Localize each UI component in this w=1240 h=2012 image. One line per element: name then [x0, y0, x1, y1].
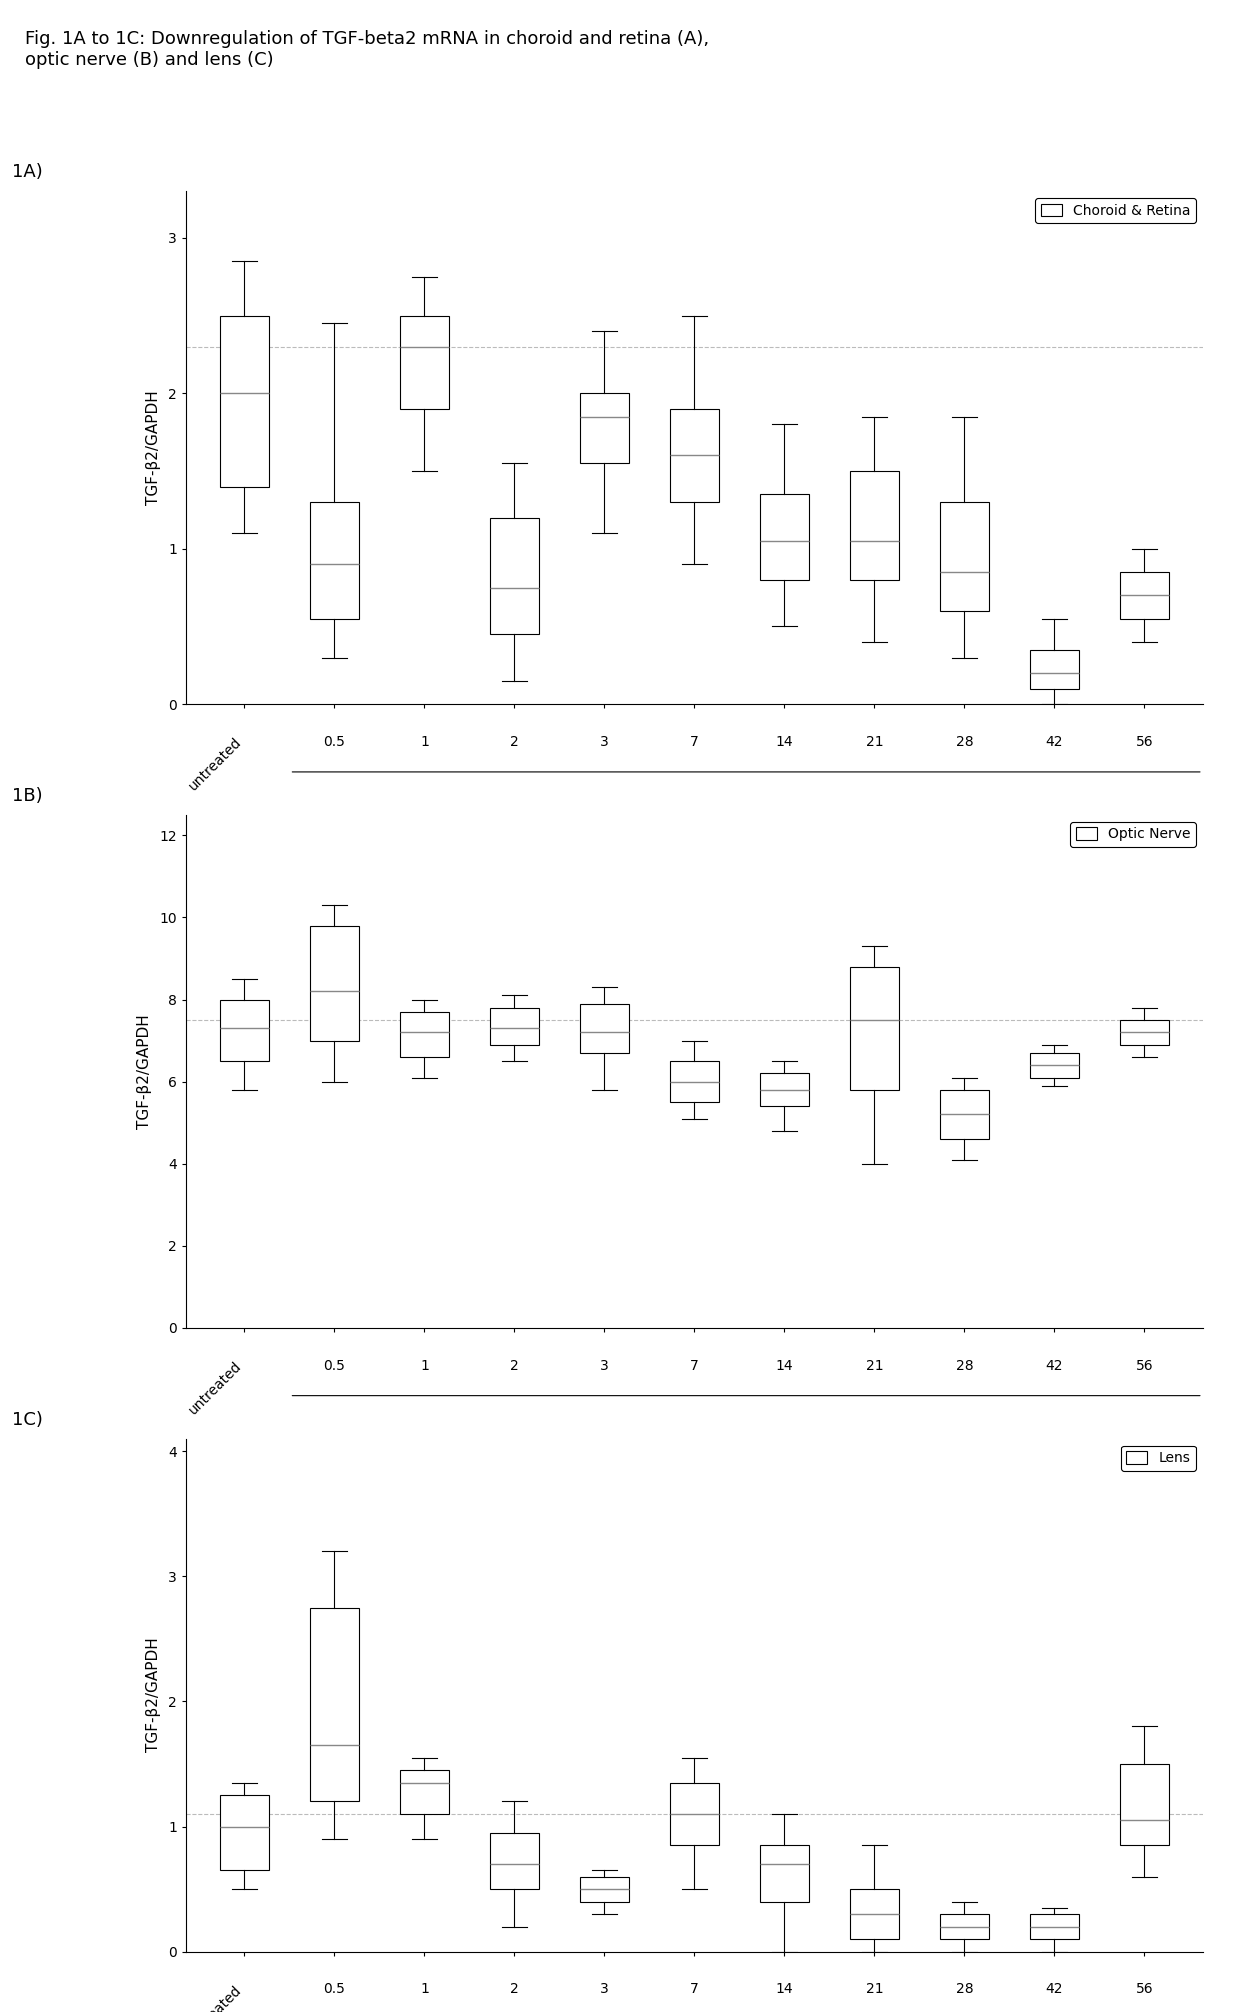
PathPatch shape: [760, 1074, 810, 1107]
Text: 56: 56: [1136, 1358, 1153, 1372]
PathPatch shape: [399, 316, 449, 408]
Text: 56: 56: [1136, 1982, 1153, 1996]
Legend: Choroid & Retina: Choroid & Retina: [1035, 197, 1195, 223]
PathPatch shape: [760, 495, 810, 579]
PathPatch shape: [579, 392, 629, 463]
PathPatch shape: [579, 1877, 629, 1901]
PathPatch shape: [310, 1608, 360, 1801]
Text: 3: 3: [600, 1982, 609, 1996]
Legend: Lens: Lens: [1121, 1445, 1195, 1471]
PathPatch shape: [1120, 1020, 1169, 1044]
PathPatch shape: [670, 1060, 719, 1103]
Text: 1C): 1C): [12, 1410, 43, 1429]
PathPatch shape: [760, 1845, 810, 1901]
Text: 7: 7: [689, 1982, 699, 1996]
Text: Time after ISTH0036 administration [day]: Time after ISTH0036 administration [day]: [587, 1445, 905, 1461]
PathPatch shape: [1029, 1913, 1079, 1940]
PathPatch shape: [1029, 650, 1079, 688]
Text: untreated: untreated: [186, 1358, 244, 1416]
PathPatch shape: [399, 1012, 449, 1056]
Text: 42: 42: [1045, 734, 1063, 748]
Text: 21: 21: [866, 734, 883, 748]
Text: 0.5: 0.5: [324, 1358, 346, 1372]
PathPatch shape: [670, 1783, 719, 1845]
Text: 2: 2: [510, 1358, 518, 1372]
Text: 7: 7: [689, 734, 699, 748]
Text: 28: 28: [956, 1358, 973, 1372]
Legend: Optic Nerve: Optic Nerve: [1070, 821, 1195, 847]
Text: 1: 1: [420, 1358, 429, 1372]
Y-axis label: TGF-β2/GAPDH: TGF-β2/GAPDH: [138, 1014, 153, 1129]
PathPatch shape: [849, 1889, 899, 1940]
PathPatch shape: [310, 503, 360, 620]
Text: 2: 2: [510, 734, 518, 748]
PathPatch shape: [219, 1000, 269, 1060]
Text: 1A): 1A): [12, 163, 43, 181]
Text: Fig. 1A to 1C: Downregulation of TGF-beta2 mRNA in choroid and retina (A),
optic: Fig. 1A to 1C: Downregulation of TGF-bet…: [25, 30, 709, 68]
PathPatch shape: [1120, 571, 1169, 620]
Text: 1B): 1B): [12, 787, 43, 805]
Text: 56: 56: [1136, 734, 1153, 748]
Text: 7: 7: [689, 1358, 699, 1372]
Text: 14: 14: [775, 1358, 794, 1372]
PathPatch shape: [399, 1771, 449, 1815]
Y-axis label: TGF-β2/GAPDH: TGF-β2/GAPDH: [146, 1638, 161, 1752]
Text: 14: 14: [775, 734, 794, 748]
PathPatch shape: [940, 503, 990, 612]
PathPatch shape: [490, 517, 539, 634]
PathPatch shape: [490, 1008, 539, 1044]
PathPatch shape: [849, 471, 899, 579]
PathPatch shape: [310, 926, 360, 1040]
PathPatch shape: [670, 408, 719, 503]
PathPatch shape: [219, 1795, 269, 1871]
PathPatch shape: [490, 1833, 539, 1889]
Text: 21: 21: [866, 1982, 883, 1996]
Text: 2: 2: [510, 1982, 518, 1996]
Text: 1: 1: [420, 1982, 429, 1996]
PathPatch shape: [1120, 1765, 1169, 1845]
Text: untreated: untreated: [186, 734, 244, 793]
Text: 3: 3: [600, 734, 609, 748]
Text: 0.5: 0.5: [324, 1982, 346, 1996]
PathPatch shape: [579, 1004, 629, 1052]
Text: 42: 42: [1045, 1358, 1063, 1372]
PathPatch shape: [219, 316, 269, 487]
Y-axis label: TGF-β2/GAPDH: TGF-β2/GAPDH: [146, 390, 161, 505]
Text: Time after ISTH0036 administration [day]: Time after ISTH0036 administration [day]: [587, 821, 905, 837]
PathPatch shape: [940, 1091, 990, 1139]
Text: 3: 3: [600, 1358, 609, 1372]
Text: 14: 14: [775, 1982, 794, 1996]
Text: 28: 28: [956, 734, 973, 748]
Text: 1: 1: [420, 734, 429, 748]
Text: 0.5: 0.5: [324, 734, 346, 748]
Text: 42: 42: [1045, 1982, 1063, 1996]
PathPatch shape: [849, 966, 899, 1091]
PathPatch shape: [940, 1913, 990, 1940]
Text: 28: 28: [956, 1982, 973, 1996]
PathPatch shape: [1029, 1052, 1079, 1078]
Text: untreated: untreated: [186, 1982, 244, 2012]
Text: 21: 21: [866, 1358, 883, 1372]
